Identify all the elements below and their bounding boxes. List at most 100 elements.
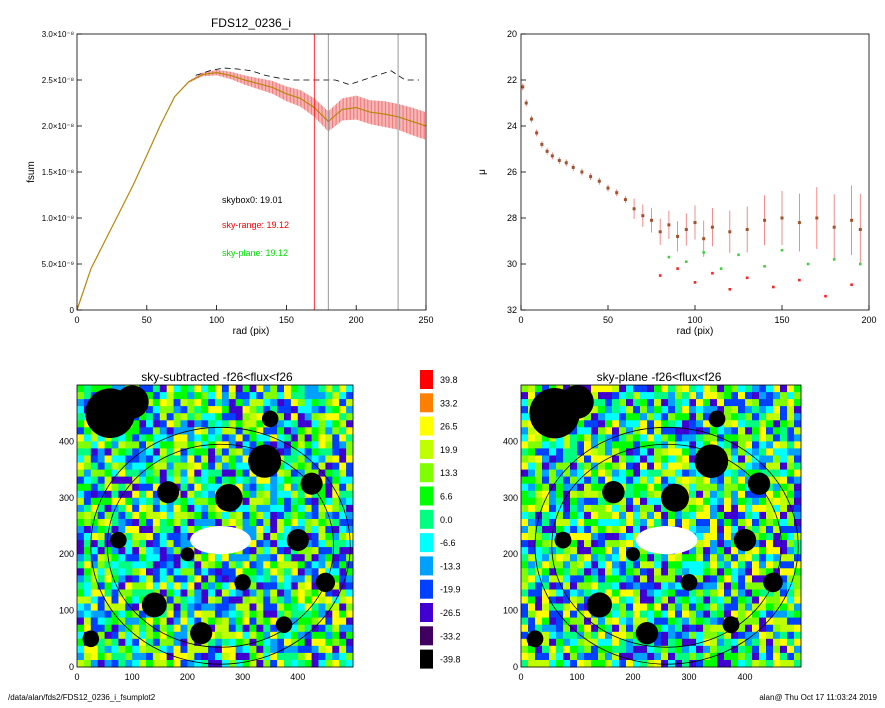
sky-plane-map-cell (598, 392, 606, 400)
sky-plane-map-cell (549, 561, 557, 569)
sky-plane-map-cell (528, 610, 536, 619)
sky-plane-map-cell (626, 462, 634, 471)
sky-plane-map-cell (696, 497, 704, 506)
mu-ytick-label: 24 (507, 121, 517, 131)
sky-subtracted-cell (290, 441, 299, 449)
sky-subtracted-cell (97, 462, 105, 471)
sky-plane-map-cell (535, 568, 543, 576)
sky-plane-map-cell (773, 490, 781, 499)
sky-subtracted-cell (318, 596, 326, 604)
sky-subtracted-cell (208, 406, 216, 414)
sky-subtracted-cell (346, 448, 354, 456)
sky-plane-map-cell (759, 540, 767, 548)
sky-plane-map-cell (724, 645, 732, 654)
sky-plane-map-cell (787, 413, 795, 421)
sky-plane-map-cell (521, 399, 529, 407)
sky-plane-map-cell (787, 624, 795, 633)
sky-subtracted-cell (208, 483, 216, 492)
sky-subtracted-cell (97, 434, 105, 442)
sky-subtracted-cell (146, 490, 154, 499)
sky-subtracted-cell (125, 617, 133, 626)
sky-subtracted-cell (263, 434, 271, 442)
sky-subtracted-cell (339, 441, 347, 449)
sky-subtracted-cell (208, 645, 216, 654)
sky-subtracted-cell (111, 638, 119, 647)
sky-plane-map-cell (591, 568, 599, 576)
sky-plane-map-cell (745, 448, 753, 456)
sky-subtracted-cell (201, 469, 209, 478)
sky-plane-map-cell (549, 568, 557, 576)
sky-subtracted-cell (263, 645, 271, 654)
sky-subtracted-cell (132, 603, 140, 611)
sky-plane-map-cell (647, 511, 655, 520)
sky-plane-map-cell (640, 406, 648, 414)
sky-plane-map-cell (703, 427, 711, 435)
sky-subtracted-cell (104, 617, 112, 626)
sky-subtracted-cell (152, 519, 161, 527)
sky-subtracted-cell (146, 448, 154, 456)
sky-subtracted-cell (208, 561, 216, 569)
sky-subtracted-cell (242, 455, 250, 463)
sky-plane-map-cell (780, 554, 788, 562)
sky-plane-map-cell (668, 420, 676, 428)
colorbar-swatch (420, 463, 433, 483)
sky-plane-map-cell (710, 490, 718, 499)
sky-plane-map-cell (661, 652, 669, 661)
sky-subtracted-cell (228, 469, 237, 478)
sky-subtracted-cell (235, 483, 243, 492)
sky-plane-map-cell (724, 596, 732, 604)
sky-subtracted-cell (187, 660, 195, 668)
sky-subtracted-cell (97, 624, 105, 633)
sky-subtracted-cell (146, 582, 154, 590)
sky-plane-map-cell (598, 469, 606, 478)
sky-subtracted-cell (256, 399, 264, 407)
sky-plane-map-cell (689, 476, 697, 485)
sky-plane-map-cell (661, 596, 669, 604)
sky-plane-map-cell (745, 610, 753, 619)
sky-subtracted-cell (159, 554, 168, 562)
sky-plane-map-cell (696, 589, 704, 597)
sky-subtracted-cell (270, 638, 278, 647)
sky-subtracted-cell (332, 533, 340, 541)
sky-plane-map-cell (521, 660, 529, 668)
mu-point (641, 214, 645, 218)
sky-subtracted-cell (146, 617, 154, 626)
sky-plane-map-cell (724, 589, 732, 597)
sky-plane-map-cell (759, 399, 767, 407)
sky-subtracted-cell (180, 469, 188, 478)
sky-plane-map-cell (682, 589, 690, 597)
sky-subtracted-cell (77, 441, 85, 449)
sky-subtracted-cell (256, 554, 264, 562)
sky-plane-map-cell (689, 652, 697, 661)
sky-subtracted-cell (83, 427, 92, 435)
sky-subtracted-cell (297, 589, 306, 597)
sky-plane-map-cell (598, 385, 606, 393)
sky-plane-map-cell (661, 385, 669, 393)
sky-subtracted-cell (297, 413, 306, 421)
sky-plane-map-cell (731, 413, 739, 421)
sky-plane-map-cell (773, 455, 781, 463)
sky-subtracted-cell (270, 617, 278, 626)
sky-plane-map-cell (626, 575, 634, 583)
sky-plane-map-cell (612, 511, 620, 520)
sky-plane-map-cell (577, 603, 585, 611)
sky-subtracted-cell (221, 589, 230, 597)
colorbar-label: 13.3 (440, 468, 458, 478)
sky-plane-map-cell (682, 469, 690, 478)
sky-plane-map-cell (654, 385, 662, 393)
sky-plane-map-cell (605, 526, 613, 534)
sky-subtracted-cell (346, 638, 354, 647)
sky-plane-map-cell (542, 385, 550, 393)
sky-plane-map-cell (521, 448, 529, 456)
sky-plane-map-cell (668, 554, 676, 562)
sky-plane-map-cell (528, 568, 536, 576)
sky-subtracted-cell (290, 589, 299, 597)
sky-subtracted-cell (325, 603, 333, 611)
sky-subtracted-cell (304, 554, 312, 562)
sky-plane-map-cell (703, 504, 711, 513)
sky-subtracted-cell (297, 631, 306, 640)
sky-subtracted-cell (159, 420, 168, 428)
sky-subtracted-cell (139, 441, 147, 449)
sky-plane-map-cell (612, 420, 620, 428)
sky-subtracted-cell (290, 603, 299, 611)
